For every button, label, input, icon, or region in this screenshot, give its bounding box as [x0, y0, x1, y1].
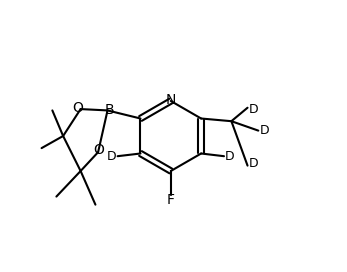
Text: D: D: [249, 157, 258, 170]
Text: D: D: [260, 124, 270, 137]
Text: B: B: [105, 103, 115, 117]
Text: O: O: [73, 101, 83, 115]
Text: D: D: [225, 150, 235, 163]
Text: O: O: [93, 143, 104, 157]
Text: N: N: [166, 93, 176, 107]
Text: F: F: [167, 193, 175, 207]
Text: D: D: [249, 103, 258, 116]
Text: D: D: [107, 150, 117, 163]
